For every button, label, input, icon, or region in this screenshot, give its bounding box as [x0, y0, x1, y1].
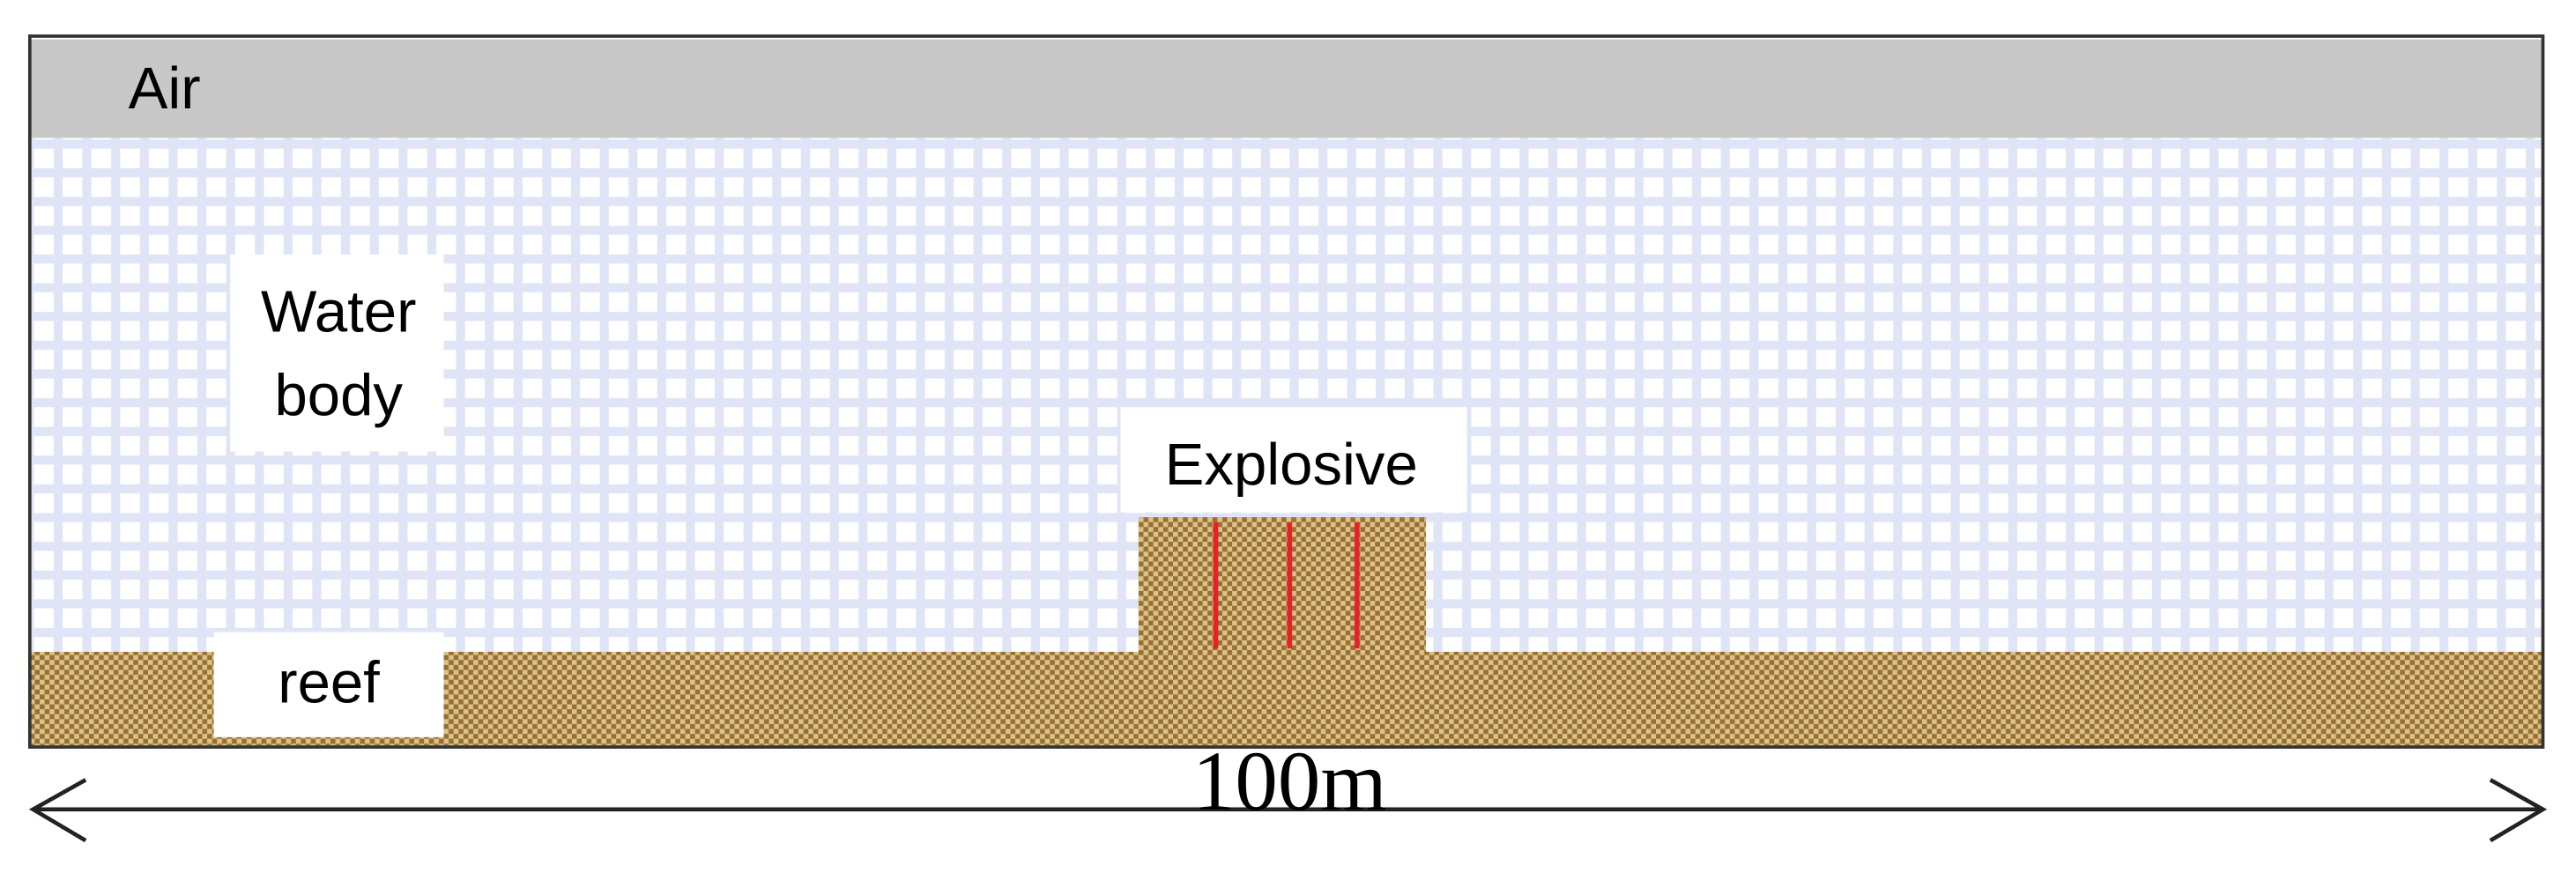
domain-border: [27, 34, 2545, 749]
label-box: [230, 254, 444, 452]
explosive-block: [1138, 517, 1427, 654]
explosive-label: Explosive: [1165, 432, 1418, 498]
water-label: body: [274, 363, 403, 429]
air-label: Air: [129, 55, 201, 122]
air-region: [29, 39, 2543, 138]
label-box: [213, 632, 444, 737]
label-box: [1120, 407, 1467, 513]
dimension-arrow: [28, 778, 2548, 843]
water-label: Water: [261, 278, 416, 344]
detonation-lines: [1213, 521, 1360, 649]
reef-region: [29, 651, 2543, 746]
dimension-label: 100m: [1192, 734, 1387, 828]
reef-label: reef: [278, 650, 380, 716]
